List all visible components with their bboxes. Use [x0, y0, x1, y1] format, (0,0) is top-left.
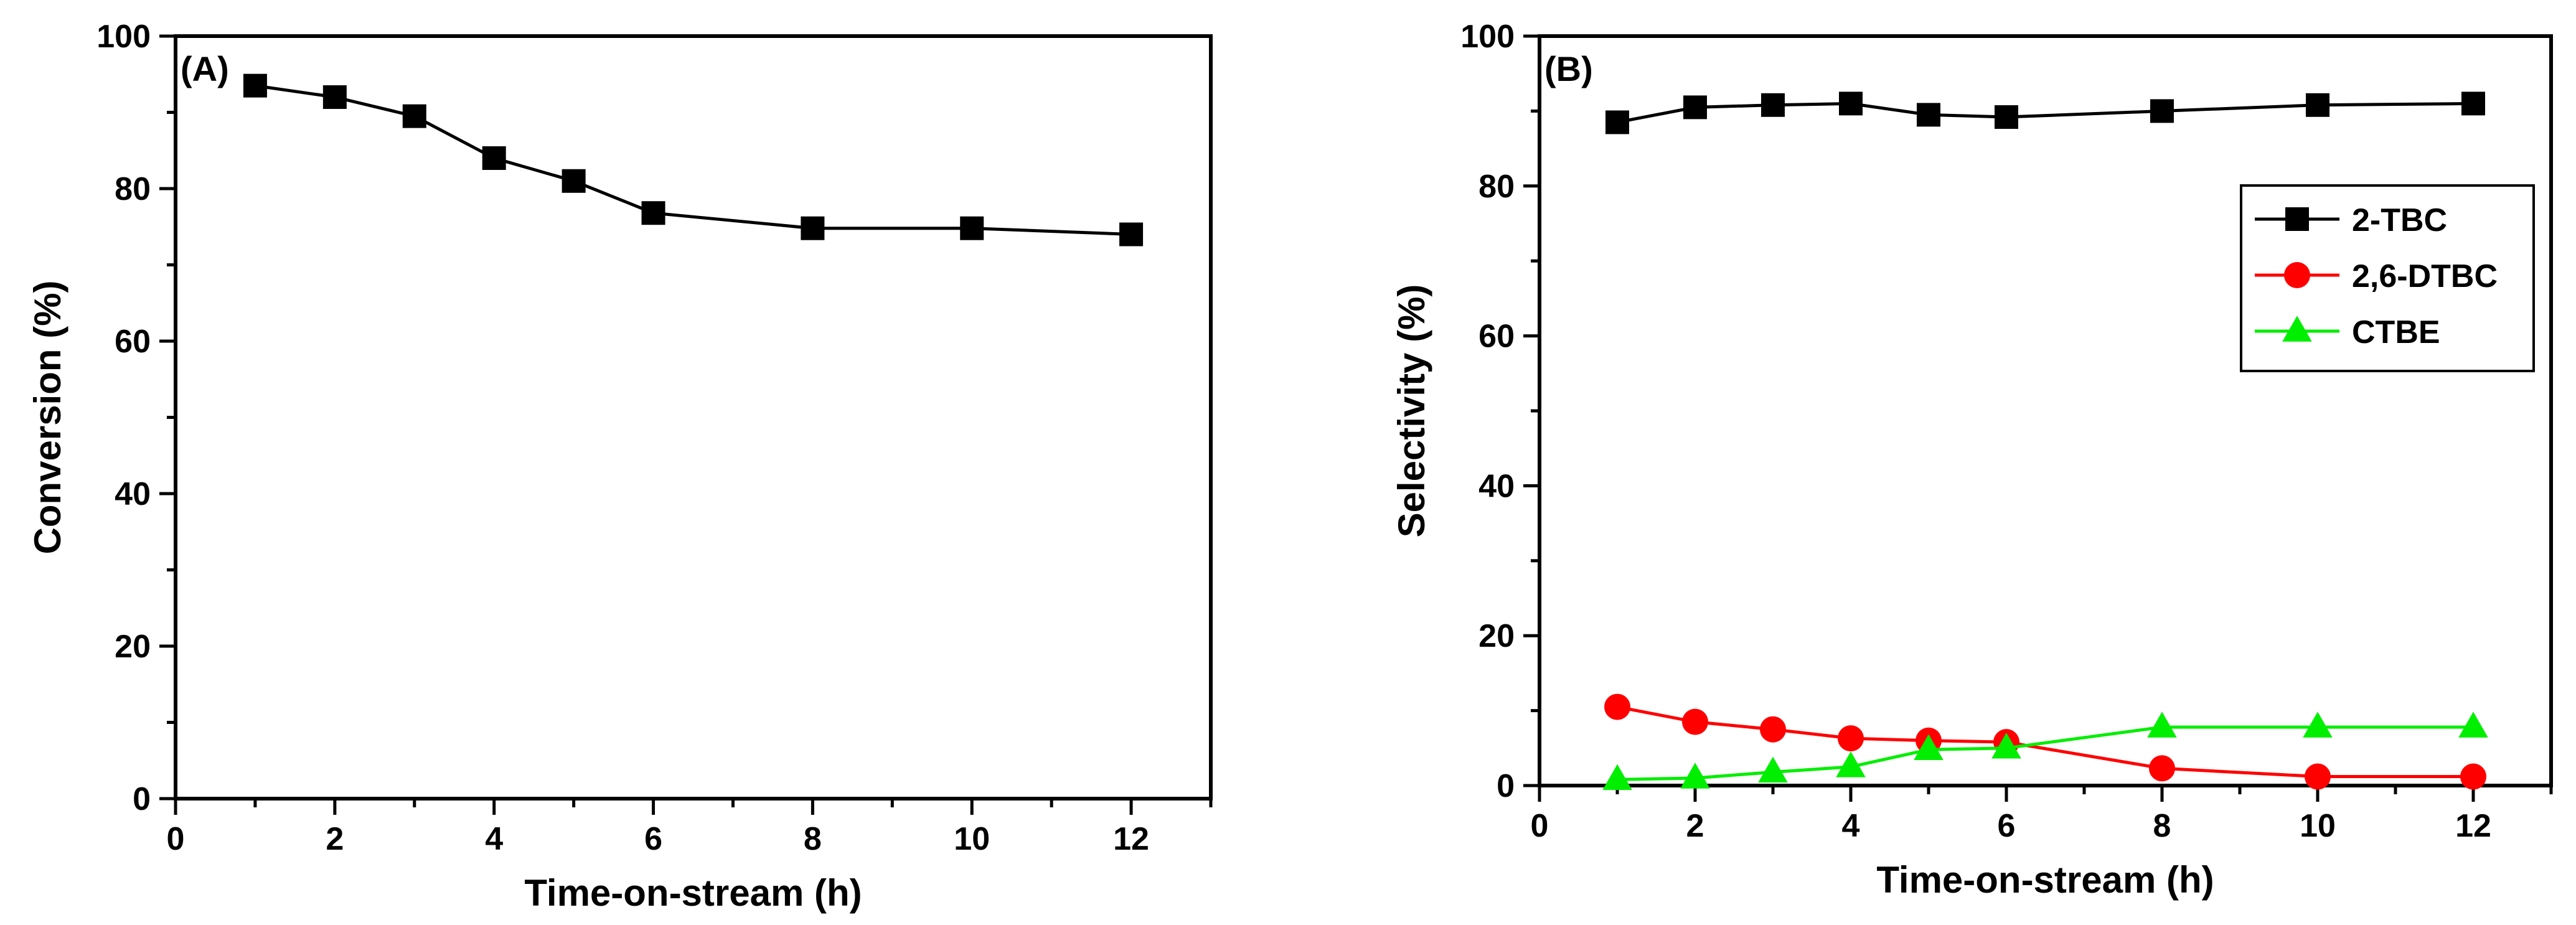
y-tick-label: 100	[96, 19, 151, 55]
y-tick-label: 60	[115, 324, 151, 360]
data-point	[2461, 92, 2485, 116]
y-tick-label: 40	[115, 476, 151, 512]
data-point	[1760, 716, 1786, 743]
data-point	[1917, 103, 1940, 127]
y-tick-label: 20	[1478, 618, 1515, 654]
legend-marker	[2282, 316, 2312, 342]
y-axis-title: Conversion (%)	[27, 280, 68, 554]
y-tick-label: 80	[115, 171, 151, 207]
legend-marker	[2284, 262, 2310, 288]
data-point	[2305, 763, 2331, 790]
data-point	[2460, 763, 2486, 790]
chart-panel-b: 0 2 4 6 8 10 12 0 20 40 60 80 100 Time-on-stream (h) S…	[1391, 19, 2553, 901]
x-tick-label: 6	[644, 821, 662, 857]
legend-entry: 2,6-DTBC	[2255, 258, 2498, 294]
series-line	[255, 84, 1132, 236]
data-point	[1839, 92, 1863, 116]
x-tick-label: 10	[2300, 808, 2336, 844]
x-tick-label: 8	[804, 821, 822, 857]
x-tick-label: 0	[167, 821, 185, 857]
x-tick-label: 0	[1531, 808, 1549, 844]
y-tick-label: 100	[1460, 19, 1515, 55]
x-tick-label: 4	[1842, 808, 1860, 844]
y-tick-label: 60	[1478, 319, 1515, 355]
data-point	[2147, 711, 2177, 738]
data-point	[2149, 755, 2175, 782]
x-axis-title: Time-on-stream (h)	[1876, 859, 2214, 901]
data-point	[562, 169, 586, 193]
chart-panel-a: 0 2 4 6 8 10 12 0 20 40 60 80 100 Time-on-stream (h) C…	[27, 19, 1213, 914]
legend-entry: CTBE	[2255, 314, 2440, 350]
x-tick-label: 2	[326, 821, 344, 857]
data-point	[2303, 711, 2333, 738]
data-point	[1758, 756, 1788, 783]
y-axis-title: Selectivity (%)	[1391, 284, 1432, 538]
data-point	[1680, 763, 1710, 789]
data-point	[1683, 95, 1707, 120]
plot-frame	[174, 34, 1213, 801]
data-point	[1836, 751, 1866, 777]
x-tick-label: 10	[954, 821, 990, 857]
series-line	[1617, 725, 2473, 781]
series-2-tbc	[1605, 92, 2485, 134]
data-point	[1604, 693, 1630, 720]
data-point	[1995, 105, 2018, 129]
data-point	[801, 216, 825, 240]
legend-label: 2,6-DTBC	[2352, 258, 2498, 294]
data-point	[960, 216, 984, 240]
legend-label: 2-TBC	[2352, 202, 2447, 238]
panel-label: (A)	[181, 49, 229, 88]
data-point	[243, 73, 267, 98]
data-point	[1991, 733, 2021, 759]
data-point	[1602, 764, 1632, 791]
y-tick-label: 0	[1497, 768, 1515, 804]
legend: 2-TBC 2,6-DTBC CTBE	[2240, 184, 2535, 372]
data-point	[402, 104, 426, 128]
series-ctbe	[1602, 711, 2488, 791]
data-point	[1682, 708, 1708, 735]
legend-label: CTBE	[2352, 314, 2440, 350]
y-tick-label: 20	[115, 629, 151, 665]
x-tick-label: 4	[485, 821, 503, 857]
y-tick-label: 80	[1478, 169, 1515, 205]
data-point	[641, 201, 665, 225]
series-conversion	[243, 73, 1144, 247]
legend-marker	[2285, 207, 2309, 231]
panel-label: (B)	[1544, 49, 1593, 88]
data-point	[1914, 734, 1944, 760]
data-point	[1605, 110, 1629, 134]
data-point	[2458, 711, 2488, 738]
x-tick-label: 12	[2455, 808, 2491, 844]
data-point	[322, 85, 347, 109]
data-point	[1761, 93, 1785, 117]
x-tick-label: 2	[1686, 808, 1704, 844]
data-point	[1119, 222, 1144, 247]
x-tick-label: 12	[1113, 821, 1149, 857]
data-point	[1838, 725, 1864, 752]
plot-frame	[1538, 34, 2553, 787]
y-tick-label: 0	[133, 781, 151, 817]
legend-entry: 2-TBC	[2255, 202, 2447, 238]
y-tick-label: 40	[1478, 468, 1515, 504]
x-tick-label: 6	[1998, 808, 2016, 844]
data-point	[482, 146, 506, 170]
x-tick-label: 8	[2153, 808, 2171, 844]
series-line	[1617, 101, 2474, 124]
data-point	[2306, 93, 2329, 117]
data-point	[2150, 99, 2174, 123]
x-axis-title: Time-on-stream (h)	[524, 872, 862, 914]
